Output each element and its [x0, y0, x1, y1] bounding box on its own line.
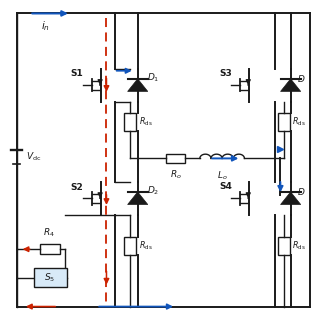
Bar	[40, 244, 60, 254]
Bar	[124, 113, 136, 131]
Text: $D_2$: $D_2$	[147, 185, 159, 197]
Text: $R_4$: $R_4$	[43, 227, 54, 239]
Bar	[166, 154, 186, 163]
Text: $D$: $D$	[297, 73, 306, 84]
Bar	[278, 237, 290, 255]
Bar	[34, 268, 67, 287]
Text: $D_1$: $D_1$	[147, 72, 159, 84]
Bar	[278, 113, 290, 131]
Text: $R_{\rm ds}$: $R_{\rm ds}$	[292, 240, 306, 252]
Text: $V_{\rm dc}$: $V_{\rm dc}$	[26, 151, 41, 163]
Text: S2: S2	[71, 183, 84, 192]
Polygon shape	[281, 192, 301, 204]
Polygon shape	[128, 79, 148, 92]
Polygon shape	[128, 192, 148, 204]
Text: $D$: $D$	[297, 186, 306, 197]
Bar	[124, 237, 136, 255]
Text: $S_5$: $S_5$	[44, 272, 56, 284]
Text: $i_n$: $i_n$	[41, 19, 50, 33]
Text: $R_{\rm ds}$: $R_{\rm ds}$	[292, 116, 306, 128]
Text: S1: S1	[71, 69, 84, 78]
Text: $R_{\rm ds}$: $R_{\rm ds}$	[139, 116, 152, 128]
Polygon shape	[281, 79, 301, 92]
Text: $R_{\rm ds}$: $R_{\rm ds}$	[139, 240, 152, 252]
Text: S4: S4	[219, 182, 232, 191]
Text: $L_o$: $L_o$	[217, 170, 228, 182]
Text: S3: S3	[219, 68, 232, 77]
Text: $R_o$: $R_o$	[170, 169, 182, 181]
